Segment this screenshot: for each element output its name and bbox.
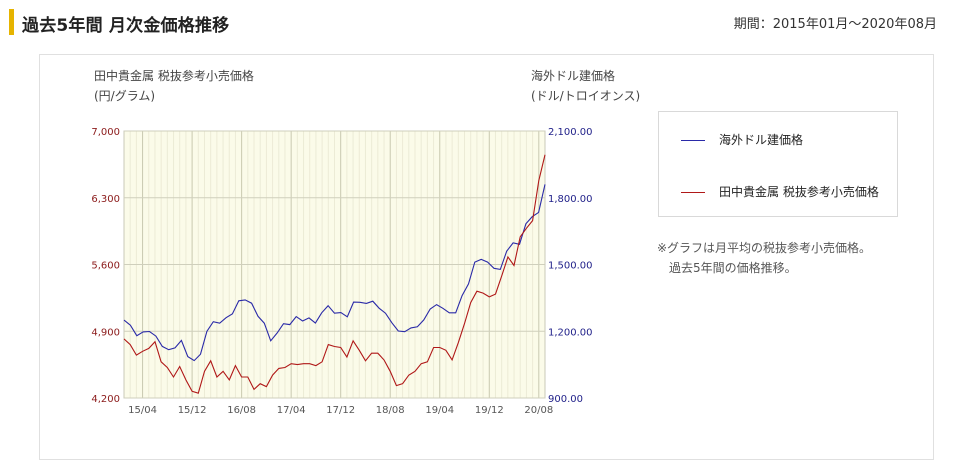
- period-label: 期間：2015年01月～2020年08月: [733, 17, 937, 32]
- y-right-tick-label: 1,800.00: [548, 194, 593, 205]
- right-axis-title-line1: 海外ドル建価格: [531, 69, 616, 83]
- y-left-tick-label: 7,000: [91, 127, 120, 138]
- y-right-tick-label: 900.00: [548, 394, 583, 405]
- y-left-tick-label: 4,200: [91, 394, 120, 405]
- legend-swatch-jpy: [681, 192, 705, 193]
- left-axis-title-line1: 田中貴金属 税抜参考小売価格: [94, 69, 254, 83]
- y-right-tick-label: 1,200.00: [548, 327, 593, 338]
- usd-price-series-line: [123, 184, 546, 362]
- title-accent-bar: [9, 9, 14, 35]
- y-left-tick-label: 4,900: [91, 327, 120, 338]
- left-axis-title-line2: (円/グラム): [94, 89, 156, 103]
- x-tick-label: 19/12: [475, 405, 504, 416]
- right-axis-title: 海外ドル建価格 (ドル/トロイオンス): [531, 66, 640, 106]
- page-title: 過去5年間 月次金価格推移: [22, 16, 230, 36]
- x-tick-label: 16/08: [227, 405, 256, 416]
- x-tick-label: 15/04: [128, 405, 157, 416]
- jpy-price-series-line: [123, 154, 546, 394]
- left-axis-title: 田中貴金属 税抜参考小売価格 (円/グラム): [94, 66, 254, 106]
- legend-label-usd: 海外ドル建価格: [719, 133, 804, 147]
- y-right-tick-label: 2,100.00: [548, 127, 593, 138]
- x-tick-label: 17/04: [277, 405, 306, 416]
- legend-item-usd: 海外ドル建価格: [681, 131, 803, 148]
- legend-swatch-usd: [681, 140, 705, 141]
- right-axis-title-line2: (ドル/トロイオンス): [531, 89, 641, 103]
- x-tick-label: 19/04: [425, 405, 454, 416]
- y-left-tick-label: 5,600: [91, 261, 120, 272]
- x-tick-label: 15/12: [178, 405, 207, 416]
- y-left-tick-label: 6,300: [91, 194, 120, 205]
- legend-item-jpy: 田中貴金属 税抜参考小売価格: [681, 183, 879, 200]
- y-right-tick-label: 1,500.00: [548, 261, 593, 272]
- note-line2: 過去5年間の価格推移。: [669, 261, 797, 275]
- x-tick-label: 20/08: [524, 405, 553, 416]
- legend-label-jpy: 田中貴金属 税抜参考小売価格: [719, 185, 879, 199]
- x-tick-label: 17/12: [326, 405, 355, 416]
- chart-legend: 海外ドル建価格 田中貴金属 税抜参考小売価格: [658, 111, 898, 217]
- x-tick-label: 18/08: [376, 405, 405, 416]
- chart-note: ※グラフは月平均の税抜参考小売価格。 過去5年間の価格推移。: [657, 238, 871, 278]
- note-line1: ※グラフは月平均の税抜参考小売価格。: [657, 241, 872, 255]
